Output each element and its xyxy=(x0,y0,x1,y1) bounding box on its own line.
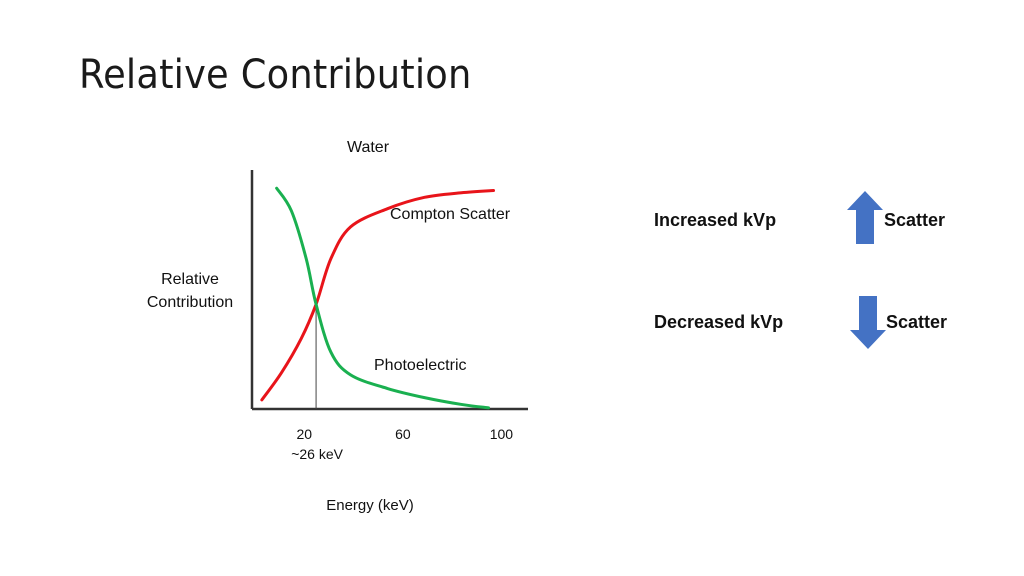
x-tick-label: 20 xyxy=(296,426,312,442)
up-arrow-icon xyxy=(847,191,883,244)
increased-scatter-label: Scatter xyxy=(884,210,946,230)
increased-kvp-label: Increased kVp xyxy=(654,210,777,230)
series-line-photoelectric xyxy=(275,186,491,410)
slide-title: Relative Contribution xyxy=(79,52,472,98)
x-axis-label: Energy (keV) xyxy=(326,497,414,514)
decreased-scatter-label: Scatter xyxy=(886,312,948,332)
decreased-kvp-label: Decreased kVp xyxy=(654,312,784,332)
axes xyxy=(250,170,528,411)
chart-title: Water xyxy=(347,139,390,156)
x-tick-label: 60 xyxy=(395,426,411,442)
y-axis-label-line2: Contribution xyxy=(147,294,233,311)
crossover-label: ~26 keV xyxy=(291,446,343,462)
series-label-compton-scatter: Compton Scatter xyxy=(390,206,511,223)
series-layer: Compton Scatter Photoelectric xyxy=(260,186,511,410)
series-label-photoelectric: Photoelectric xyxy=(374,357,467,374)
y-axis-label-line1: Relative xyxy=(161,271,219,288)
ticks-layer: 20 60 100 ~26 keV xyxy=(291,426,513,462)
x-tick-label: 100 xyxy=(490,426,514,442)
series-line-compton-scatter xyxy=(260,188,495,402)
down-arrow-icon xyxy=(850,296,886,349)
